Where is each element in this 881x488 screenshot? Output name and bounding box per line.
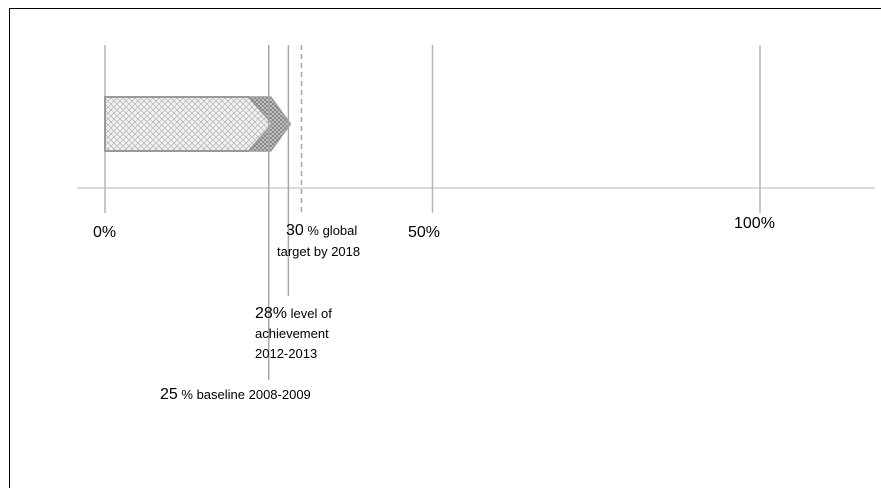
baseline-bar — [104, 96, 275, 152]
baseline-text: baseline 2008-2009 — [193, 387, 311, 402]
target-text-line-1: global — [319, 223, 357, 238]
target-unit: % — [304, 223, 320, 238]
achievement-text-line-2: achievement — [255, 326, 329, 341]
achievement-text-line-1: level of — [287, 306, 332, 321]
target-annotation: 30 % global — [286, 222, 357, 239]
achievement-annotation: 28% level of — [255, 305, 332, 322]
tick-label-100: 100% — [734, 215, 775, 232]
target-text-line-2: target by 2018 — [277, 244, 360, 259]
achievement-arrow — [247, 96, 292, 152]
baseline-number: 25 — [160, 386, 178, 403]
tick-label-0: 0% — [93, 224, 116, 241]
baseline-annotation: 25 % baseline 2008-2009 — [160, 386, 311, 403]
achievement-number: 28% — [255, 305, 287, 322]
chart-frame: 0% 50% 100% 30 % global target by 2018 2… — [9, 8, 881, 488]
achievement-text-line-3: 2012-2013 — [255, 346, 317, 361]
baseline-unit: % — [178, 387, 194, 402]
target-number: 30 — [286, 222, 304, 239]
tick-label-50: 50% — [408, 224, 440, 241]
